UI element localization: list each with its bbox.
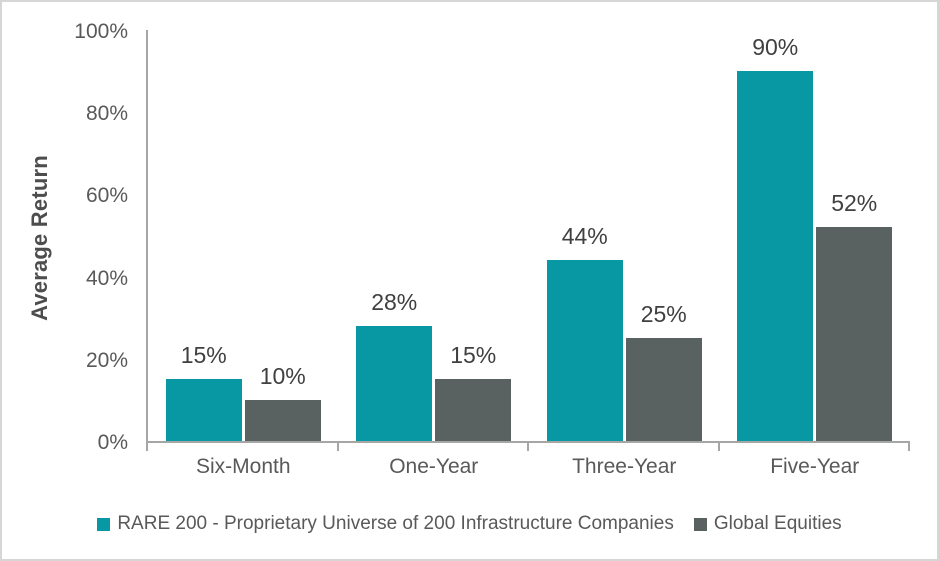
bar-five-year-rare200 bbox=[737, 71, 814, 441]
legend-item: Global Equities bbox=[693, 513, 842, 535]
category-label-one-year: One-Year bbox=[389, 455, 479, 478]
data-label: 10% bbox=[259, 362, 306, 389]
y-axis-tick-label: 100% bbox=[74, 20, 128, 43]
bar-five-year-global-equities bbox=[816, 227, 893, 441]
bar-one-year-rare200 bbox=[356, 325, 433, 441]
y-axis-tick-label: 40% bbox=[85, 266, 128, 290]
y-axis-tick-label: 80% bbox=[85, 102, 128, 126]
legend: RARE 200 - Proprietary Universe of 200 I… bbox=[2, 508, 937, 540]
y-axis-tick-label: 20% bbox=[85, 348, 128, 372]
x-axis-tick bbox=[336, 441, 339, 451]
legend-label: Global Equities bbox=[713, 513, 842, 534]
plot-area: 15% 10% 28% 15% 44% 25% 90% 52% bbox=[146, 30, 910, 451]
bar-one-year-global-equities bbox=[435, 379, 512, 441]
data-label: 15% bbox=[450, 342, 497, 369]
data-label: 44% bbox=[561, 223, 608, 250]
bar-three-year-global-equities bbox=[625, 338, 702, 441]
category-label-five-year: Five-Year bbox=[770, 455, 860, 478]
legend-label: RARE 200 - Proprietary Universe of 200 I… bbox=[117, 513, 674, 534]
y-axis-title: Average Return bbox=[27, 155, 52, 321]
x-axis-tick bbox=[527, 441, 529, 451]
legend-swatch-icon bbox=[97, 517, 111, 531]
legend-item: RARE 200 - Proprietary Universe of 200 I… bbox=[97, 513, 674, 535]
data-label: 15% bbox=[180, 342, 227, 369]
data-label: 25% bbox=[640, 301, 687, 328]
category-label-three-year: Three-Year bbox=[572, 455, 677, 478]
y-axis-tick-label: 0% bbox=[97, 431, 128, 454]
data-label: 28% bbox=[371, 288, 418, 315]
data-label: 52% bbox=[831, 190, 878, 217]
x-axis-tick bbox=[146, 441, 148, 451]
bar-six-month-rare200 bbox=[165, 379, 242, 441]
bar-six-month-global-equities bbox=[244, 399, 321, 441]
x-axis-tick bbox=[908, 441, 910, 451]
category-label-six-month: Six-Month bbox=[195, 455, 291, 478]
legend-swatch-icon bbox=[693, 517, 707, 531]
data-label: 90% bbox=[752, 34, 799, 61]
x-axis-tick bbox=[717, 441, 720, 451]
y-axis-tick-label: 60% bbox=[85, 184, 128, 208]
bar-three-year-rare200 bbox=[546, 260, 623, 441]
